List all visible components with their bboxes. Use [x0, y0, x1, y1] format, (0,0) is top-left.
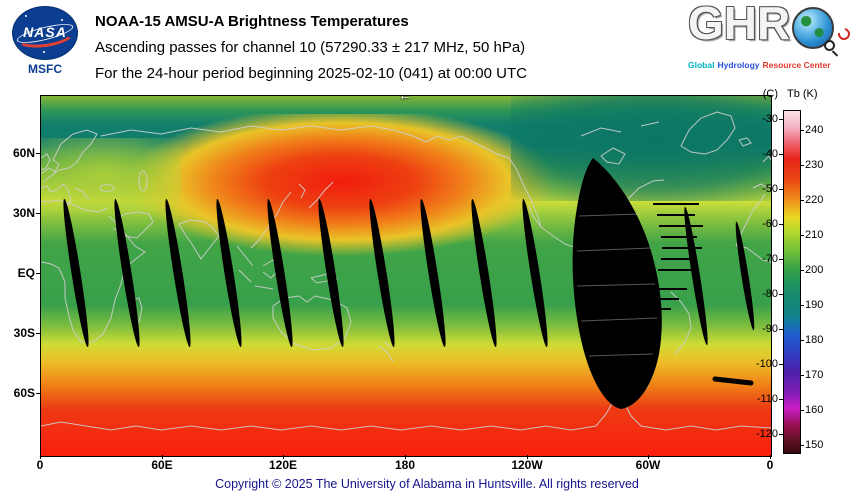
ghrc-wordmark: GHR	[688, 0, 791, 49]
data-gap-swath	[684, 206, 708, 346]
cbtick-k-210: 210	[800, 229, 837, 241]
xtick-0a: 0	[15, 455, 65, 472]
ytick-30N: 30N	[0, 206, 40, 220]
ytick-60N: 60N	[0, 146, 40, 160]
msfc-label: MSFC	[28, 62, 62, 76]
data-gap-swath	[522, 198, 548, 348]
cbtick-c-60: -60	[744, 218, 783, 230]
data-gap-swath	[267, 198, 293, 348]
page-title: NOAA-15 AMSU-A Brightness Temperatures	[95, 13, 409, 30]
swath-edge-dashes	[645, 203, 703, 310]
colorbar	[783, 110, 801, 454]
data-gap-swath	[471, 198, 497, 348]
brightness-temperature-map	[40, 95, 772, 457]
cbtick-k-190: 190	[800, 299, 837, 311]
data-gap-swath	[63, 198, 89, 348]
ytick-60S: 60S	[0, 386, 40, 400]
isolated-missing-dash	[712, 376, 754, 386]
nasa-logo[interactable]: NASA MSFC	[12, 6, 80, 78]
colorbar-kelvin-label: Tb (K)	[787, 88, 818, 100]
xtick-120W: 120W	[502, 455, 552, 472]
cbtick-c-70: -70	[744, 253, 783, 265]
star-dot	[25, 15, 27, 17]
cbtick-k-180: 180	[800, 334, 837, 346]
colorbar-celsius-label: (C)	[762, 88, 778, 100]
cbtick-c-110: -110	[744, 393, 783, 405]
cbtick-c-90: -90	[744, 323, 783, 335]
xtick-60E: 60E	[137, 455, 187, 472]
cbtick-c-120: -120	[744, 428, 783, 440]
ytick-30S: 30S	[0, 326, 40, 340]
data-gap-swath	[318, 198, 344, 348]
cbtick-k-220: 220	[800, 194, 837, 206]
ghrc-logo[interactable]: GHR Global Hydrology Resource Center	[688, 0, 853, 80]
xtick-120E: 120E	[258, 455, 308, 472]
xtick-180: 180	[380, 455, 430, 472]
data-gap-swath	[735, 221, 755, 331]
data-gap-swath	[165, 198, 191, 348]
coastlines-and-swaths-overlay	[41, 111, 771, 431]
data-gap-swath	[114, 198, 140, 348]
nasa-wordmark: NASA	[23, 24, 67, 40]
cbtick-c-100: -100	[744, 358, 783, 370]
cbtick-c-50: -50	[744, 183, 783, 195]
start-of-data-arrow: ←	[398, 87, 412, 103]
subtitle-channel: Ascending passes for channel 10 (57290.3…	[95, 39, 526, 56]
large-missing-swath	[572, 158, 662, 409]
data-gap-swath	[216, 198, 242, 348]
cbtick-k-200: 200	[800, 264, 837, 276]
data-gap-swath	[369, 198, 395, 348]
tagline-hydrology: Hydrology	[717, 60, 760, 70]
swirl-icon	[835, 25, 853, 43]
nasa-meatball-icon: NASA	[12, 6, 78, 60]
cbtick-k-170: 170	[800, 369, 837, 381]
ghrc-tagline: Global Hydrology Resource Center	[688, 60, 850, 70]
data-gap-swath	[420, 198, 446, 348]
cbtick-c-30: -30	[744, 113, 783, 125]
copyright-notice: Copyright © 2025 The University of Alaba…	[215, 477, 639, 491]
subtitle-period: For the 24-hour period beginning 2025-02…	[95, 65, 527, 82]
magnifier-icon	[824, 40, 835, 51]
tagline-global: Global	[688, 60, 715, 70]
star-dot	[43, 51, 45, 53]
xtick-60W: 60W	[623, 455, 673, 472]
swath-scanline-hairlines	[576, 213, 658, 357]
xtick-0b: 0	[745, 455, 795, 472]
cbtick-k-230: 230	[800, 159, 837, 171]
cbtick-k-160: 160	[800, 404, 837, 416]
orbit-gap-swaths	[63, 198, 755, 348]
cbtick-c-40: -40	[744, 148, 783, 160]
cbtick-k-240: 240	[800, 124, 837, 136]
cbtick-k-150: 150	[800, 439, 837, 451]
cbtick-c-80: -80	[744, 288, 783, 300]
title-block: NOAA-15 AMSU-A Brightness Temperatures A…	[95, 9, 655, 87]
ytick-EQ: EQ	[0, 266, 40, 280]
star-dot	[61, 19, 63, 21]
tagline-resource-center: Resource Center	[762, 60, 831, 70]
